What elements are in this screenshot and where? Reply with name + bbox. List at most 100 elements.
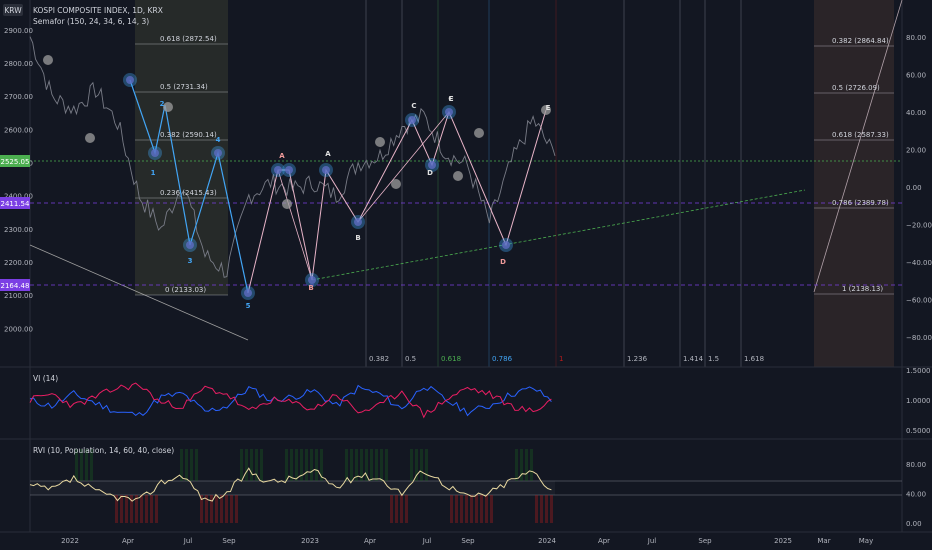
rvi-bar [225,495,228,523]
fib-retracement-labels-left: 0.618 (2872.54) 0.5 (2731.34) 0.382 (2590.… [160,35,217,294]
price-tag-text: 2525.05 [1,158,30,166]
rvi-bar [200,495,203,523]
fib-levels-right [814,45,894,295]
vi-axis: 1.5000 1.0000 0.5000 [906,367,931,435]
rvi-axis-tick: 80.00 [906,461,926,469]
wave-label: C [411,102,416,110]
time-axis-label: Apr [364,537,376,545]
rvi-bar [380,449,383,481]
semafor-pivot [474,128,484,138]
rvi-bar [345,449,348,481]
wave-label: C [448,95,453,103]
symbol-title[interactable]: KOSPI COMPOSITE INDEX, 1D, KRX [33,6,163,15]
rvi-bar [115,495,118,523]
fib-retracement-labels-right: 0.382 (2864.84) 0.5 (2726.09) 0.618 (2587.… [832,37,889,293]
time-axis-label: Sep [222,537,236,545]
semafor-pivot [445,108,453,116]
fib-time-label: 0.618 [441,355,461,363]
time-axis-label: Jul [647,537,657,545]
rvi-bar [415,449,418,481]
semafor-pivot [244,289,252,297]
rvi-bar [460,495,463,523]
rvi-bar [375,449,378,481]
rvi-bar [520,449,523,481]
vi-axis-tick: 1.5000 [906,367,931,375]
wave-label: 1 [151,169,156,177]
wave-connector [357,111,450,223]
fib-level-label: 0.382 (2864.84) [832,37,889,45]
price-tag [0,155,30,167]
rvi-bar [370,449,373,481]
semafor-pivots [43,55,551,300]
rvi-bar [550,495,553,523]
semafor-pivot [453,171,463,181]
time-axis: 2022 Apr Jul Sep 2023 Apr Jul Sep 2024 Apr Jul Sep 2… [61,537,873,545]
rvi-bar [80,449,83,481]
semafor-pivot [282,199,292,209]
rvi-panel-title[interactable]: RVI (10, Population, 14, 60, 40, close) [33,446,174,455]
fib-time-label: 0.786 [492,355,513,363]
wave-label: D [427,169,433,177]
rvi-bar [365,449,368,481]
rvi-bar [255,449,258,481]
rvi-bar [350,449,353,481]
indicator-label[interactable]: Semafor (150, 24, 34, 6, 14, 3) [33,17,149,26]
rvi-bar [210,495,213,523]
right-oscillator-axis: 80.00 60.00 40.00 20.00 0.00 −20.00 −40.00 −60.… [906,34,932,342]
currency-badge-text: KRW [4,6,22,15]
rvi-bar [125,495,128,523]
rvi-bar [305,449,308,481]
fib-level-label: 0.786 (2389.78) [832,199,889,207]
vi-panel-title[interactable]: VI (14) [33,374,58,383]
rvi-bar [320,449,323,481]
rvi-bar [315,449,318,481]
wave-label: 5 [246,302,251,310]
trendline-down[interactable] [29,244,249,341]
rvi-bar [405,495,408,523]
semafor-pivot [126,76,134,84]
fib-level-label: 0.618 (2587.33) [832,131,889,139]
rvi-bar [235,495,238,523]
semafor-pivot [151,149,159,157]
rvi-bar [205,495,208,523]
fib-time-lines [365,0,742,367]
time-axis-label: 2022 [61,537,79,545]
currency-badge[interactable] [3,4,23,16]
fib-time-label: 0.5 [405,355,416,363]
price-series-line [29,36,556,278]
wave-label: E [449,95,454,103]
right-axis-tick: 0.00 [906,184,922,192]
rvi-bar [385,449,388,481]
rvi-bar [190,449,193,481]
rvi-bar [150,495,153,523]
right-axis-tick: −80.00 [906,334,932,342]
fib-diagonal[interactable] [813,0,903,293]
left-axis-tick: 2000.00 [4,325,33,333]
rvi-bar [450,495,453,523]
rvi-bar [420,449,423,481]
wave-label: 4 [216,136,221,144]
time-axis-label: 2025 [774,537,792,545]
right-axis-tick: 80.00 [906,34,926,42]
rvi-bar [135,495,138,523]
price-tag [0,197,30,209]
fib-time-label: 1.618 [744,355,764,363]
rvi-bar [90,449,93,481]
rvi-line [29,467,552,502]
fib-time-labels: 0.382 0.5 0.618 0.786 1 1.236 1.414 1.5 1.618 [369,355,764,363]
right-axis-tick: −60.00 [906,297,932,305]
rvi-bar [490,495,493,523]
rvi-axis-tick: 0.00 [906,520,922,528]
fib-level-label: 0.5 (2726.09) [832,84,880,92]
fib-retracement-zone [135,0,228,295]
vi-plus-line [29,384,552,417]
support-trendline[interactable] [311,189,806,281]
fib-retracement-zone-right [814,0,894,367]
rvi-bar [260,449,263,481]
rvi-bar [220,495,223,523]
impulse-wave-line[interactable] [129,79,249,294]
wave-label: A [279,152,285,160]
rvi-bar [230,495,233,523]
fib-time-label: 1 [559,355,563,363]
